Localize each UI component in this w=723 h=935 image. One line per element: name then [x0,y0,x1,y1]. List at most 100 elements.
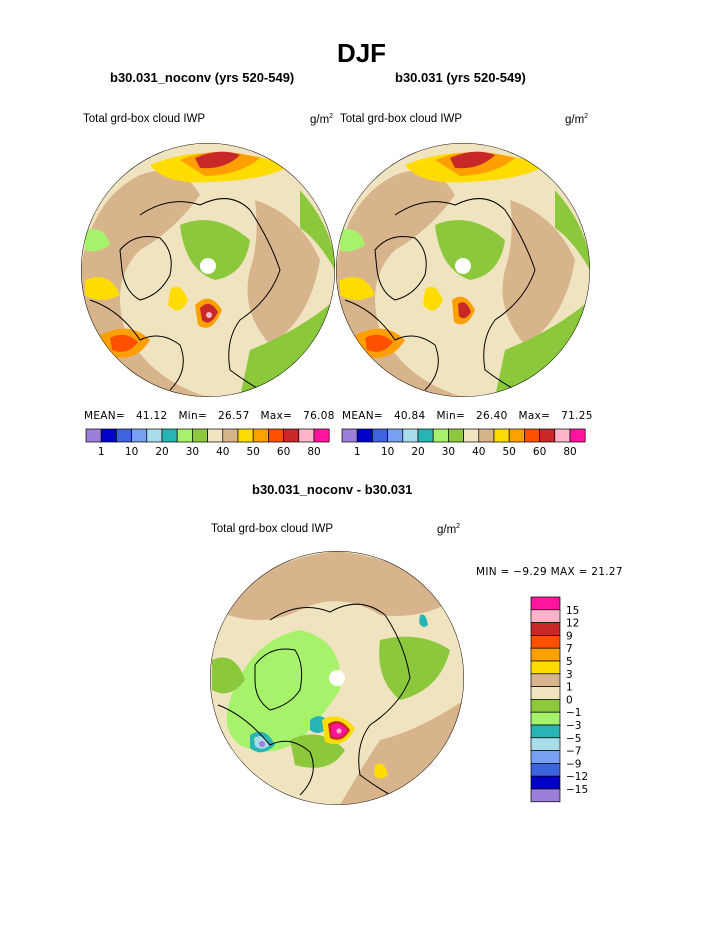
map2-red-north [450,151,495,169]
colorbar2-swatch-13 [539,428,556,443]
colorbar-panel2: 1 10 20 30 40 50 60 80 [341,428,586,458]
colorbar2-tick-label: 40 [472,446,485,458]
colorbar1-swatch-3 [131,428,148,443]
panel2-mean-label: MEAN= [342,410,384,422]
colorbar1-swatch-4 [146,428,163,443]
colorbar3-swatch-5 [530,660,561,675]
map2-coastline-eurasia [394,198,536,396]
panel1-title: b30.031_noconv (yrs 520-549) [110,70,295,85]
map1-yellow-center [168,286,188,311]
map2-coastline-americas [344,299,439,391]
map2-green-east [555,190,590,270]
map1-red-north [195,151,240,169]
panel2-mean-value: 40.84 [393,410,426,422]
panel1-max-value: 76.08 [303,410,335,422]
panel2-max-label: Max= [518,410,551,422]
map1-pole-marker [200,258,216,274]
map1-red-southwest [110,334,138,352]
panel1-mean-label: MEAN= [84,410,126,422]
colorbar2-swatch-7 [448,428,464,443]
map2-polar-plot [336,143,590,397]
map3-teal-northeast [419,614,428,627]
panel1-max-label: Max= [260,410,293,422]
colorbar2-swatch-2 [372,428,388,443]
colorbar3-tick-label: −1 [566,707,581,719]
map1-coastline-eurasia [139,198,281,396]
map1-pink-spot [206,312,212,318]
colorbar1-swatch-2 [116,428,132,443]
panel1-units-sup: 2 [329,113,334,120]
map1-yellow-west [85,277,120,300]
map1-coastline-greenland [119,236,172,301]
map1-green-west [85,229,110,252]
colorbar1-swatch-5 [161,428,178,443]
panel3-units-base: g/m [437,523,457,536]
colorbar1-swatch-0 [85,428,102,443]
panel3-units-sup: 2 [456,523,461,530]
colorbar1-tick-label: 60 [277,446,290,458]
colorbar1-tick-label: 30 [186,446,199,458]
colorbar3-tick-label: 7 [566,643,573,655]
colorbar1-swatch-11 [252,428,269,443]
map1-polar-plot [81,143,335,397]
colorbar3-swatch-10 [530,724,561,739]
colorbar2-swatch-12 [524,428,540,443]
panel3-minmax: MIN = −9.29 MAX = 21.27 [476,566,623,578]
panel1-units-base: g/m [310,113,330,126]
map1-green-center [180,220,250,280]
map3-coastline-eurasia [269,603,411,801]
colorbar3-tick-label: 0 [566,694,573,706]
colorbar2-tick-label: 60 [533,446,546,458]
map2-pole-marker [455,258,471,274]
colorbar3-swatch-13 [530,763,561,777]
map1-coastline-americas [89,299,184,391]
colorbar1-tick-label: 50 [247,446,260,458]
colorbar2-tick-label: 30 [442,446,455,458]
colorbar1-swatch-9 [222,428,239,443]
colorbar2-tick-label: 1 [354,446,361,458]
colorbar2-tick-label: 20 [411,446,424,458]
panel2-variable-label: Total grd-box cloud IWP [340,113,463,125]
colorbar2-swatch-11 [508,428,525,443]
colorbar3-swatch-1 [530,609,561,623]
map2-red-center [458,302,471,319]
colorbar3-swatch-4 [530,647,561,662]
colorbar2-swatch-1 [356,428,373,443]
colorbar3-swatch-6 [530,673,561,687]
panel1-stats: MEAN= 41.12 Min= 26.57 Max= 76.08 [84,410,335,422]
colorbar3-tick-label: −5 [566,733,581,745]
colorbar3-tick-label: −9 [566,758,581,770]
colorbar1-tick-label: 40 [216,446,229,458]
colorbar1-swatch-13 [283,428,300,443]
colorbar1-swatch-12 [268,428,284,443]
colorbar2-swatch-14 [554,428,571,443]
map2-yellow-center [423,286,443,311]
map2-coastline-greenland [374,236,427,301]
colorbar2-swatch-5 [417,428,434,443]
colorbar1-swatch-14 [298,428,315,443]
colorbar3-tick-label: −3 [566,720,581,732]
colorbar3-tick-label: −7 [566,746,581,758]
colorbar1-tick-label: 1 [98,446,105,458]
colorbar2-swatch-9 [478,428,495,443]
map3-green-northeast [379,636,450,700]
colorbar1-tick-label: 80 [307,446,320,458]
colorbar2-swatch-8 [463,428,480,443]
colorbar1-swatch-10 [237,428,254,443]
colorbar3-swatch-3 [530,635,561,649]
colorbar3-swatch-11 [530,737,561,751]
colorbar3-tick-label: 9 [566,630,573,642]
colorbar2-tick-label: 80 [563,446,576,458]
colorbar1-tick-label: 20 [155,446,168,458]
panel2-min-label: Min= [436,410,466,422]
colorbar2-swatch-15 [569,428,586,443]
colorbar2-swatch-0 [341,428,358,443]
map1-green-east [300,190,335,270]
map3-pink-spot [336,728,342,734]
colorbar1-swatch-7 [192,428,208,443]
colorbar3-swatch-14 [530,775,561,790]
season-title: DJF [336,38,387,68]
map2-green-west [340,229,365,252]
panel2-units-base: g/m [565,113,585,126]
